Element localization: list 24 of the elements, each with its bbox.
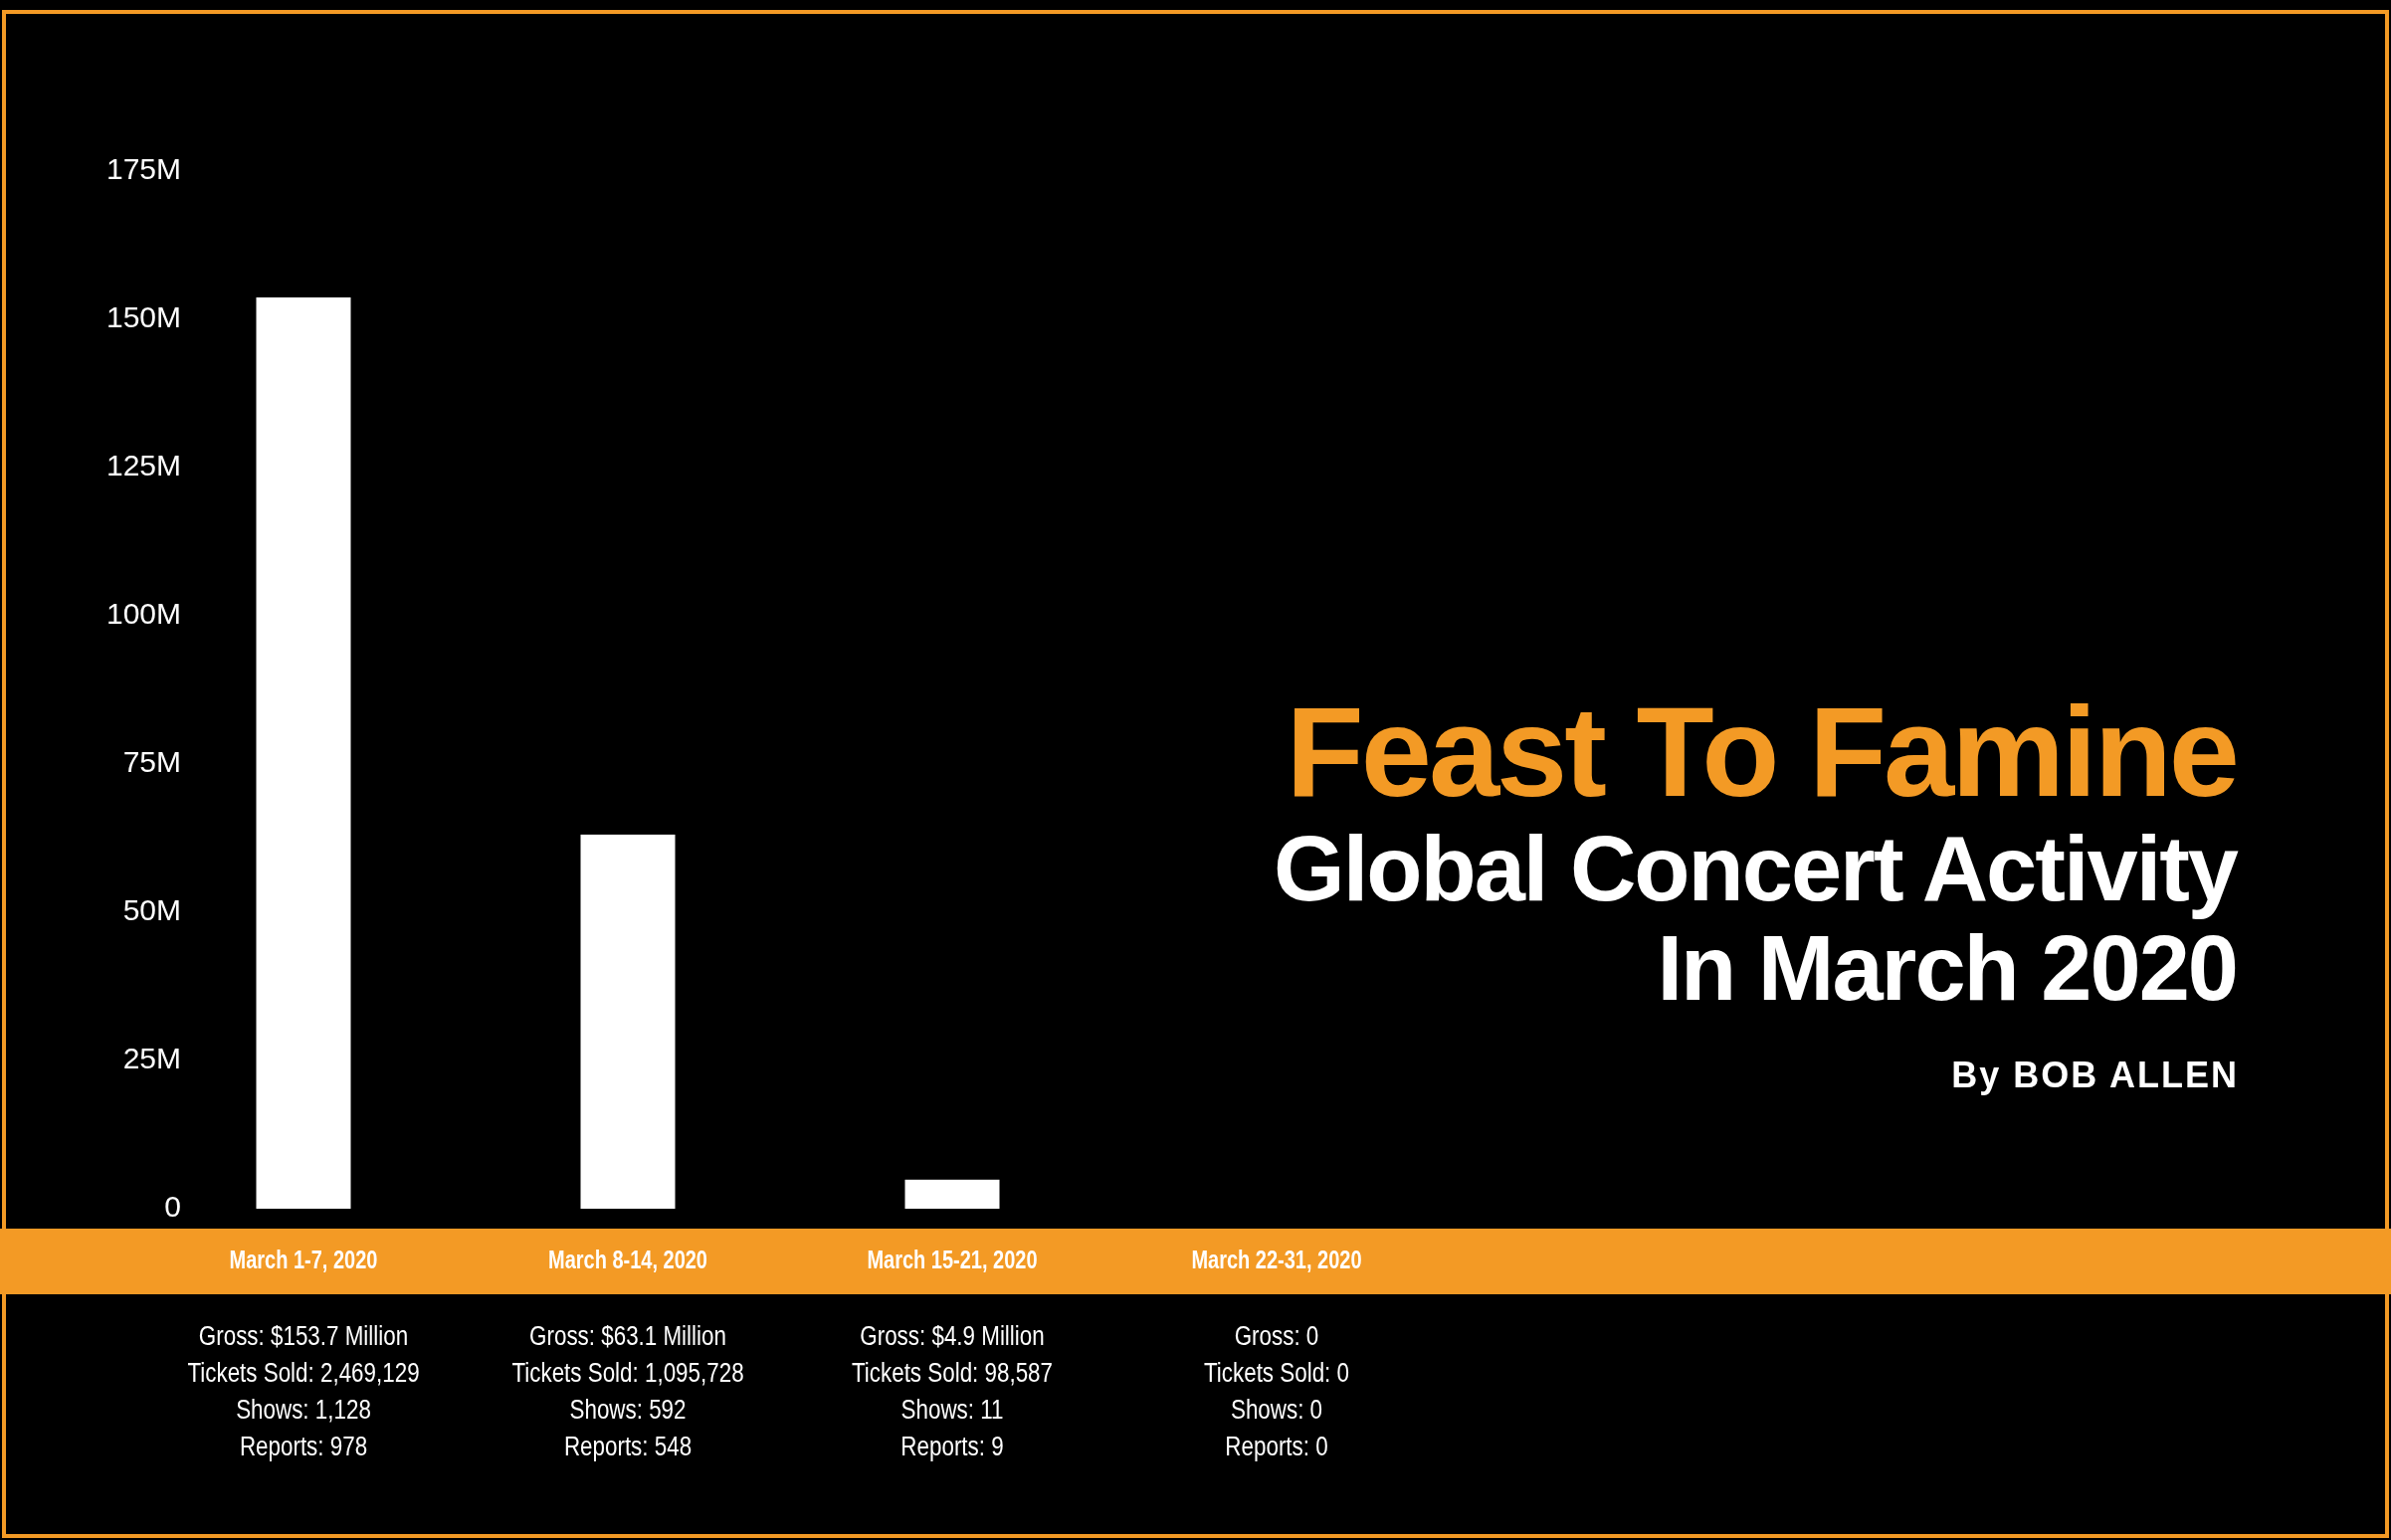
y-tick-label: 25M xyxy=(122,1041,181,1074)
text: Tickets Sold: 2,469,129 Shows: 1,128 Reports: 978 xyxy=(187,1356,420,1461)
data-label: Gross: $153.7 Million xyxy=(198,1319,409,1351)
text: Tickets Sold: 1,095,728 Shows: 592 Reports: 548 xyxy=(511,1356,744,1461)
y-tick-label: 100M xyxy=(105,596,181,630)
y-tick-label: 75M xyxy=(122,744,181,778)
y-tick-label: 50M xyxy=(122,892,181,926)
bar xyxy=(256,296,351,1209)
y-tick-label: 175M xyxy=(105,151,181,185)
x-tick-label: March 22-31, 2020 xyxy=(1191,1246,1362,1274)
y-tick-label: 150M xyxy=(105,299,181,333)
x-tick-label: March 15-21, 2020 xyxy=(867,1246,1038,1274)
y-tick-label: 125M xyxy=(105,448,181,481)
y-tick-label: 0 xyxy=(164,1189,181,1223)
bar xyxy=(580,834,676,1209)
text: By BOB ALLEN xyxy=(1951,1055,2239,1095)
data-label: Gross: $63.1 Million xyxy=(529,1319,726,1351)
x-tick-label: March 1-7, 2020 xyxy=(229,1246,378,1274)
text: Tickets Sold: 0 Shows: 0 Reports: 0 xyxy=(1203,1356,1350,1461)
x-tick-label: March 8-14, 2020 xyxy=(547,1246,708,1274)
bar xyxy=(904,1179,1000,1209)
text: Tickets Sold: 98,587 Shows: 11 Reports: 9 xyxy=(851,1356,1054,1461)
data-label: Gross: $4.9 Million xyxy=(860,1319,1045,1351)
data-label: Gross: 0 xyxy=(1234,1319,1319,1351)
